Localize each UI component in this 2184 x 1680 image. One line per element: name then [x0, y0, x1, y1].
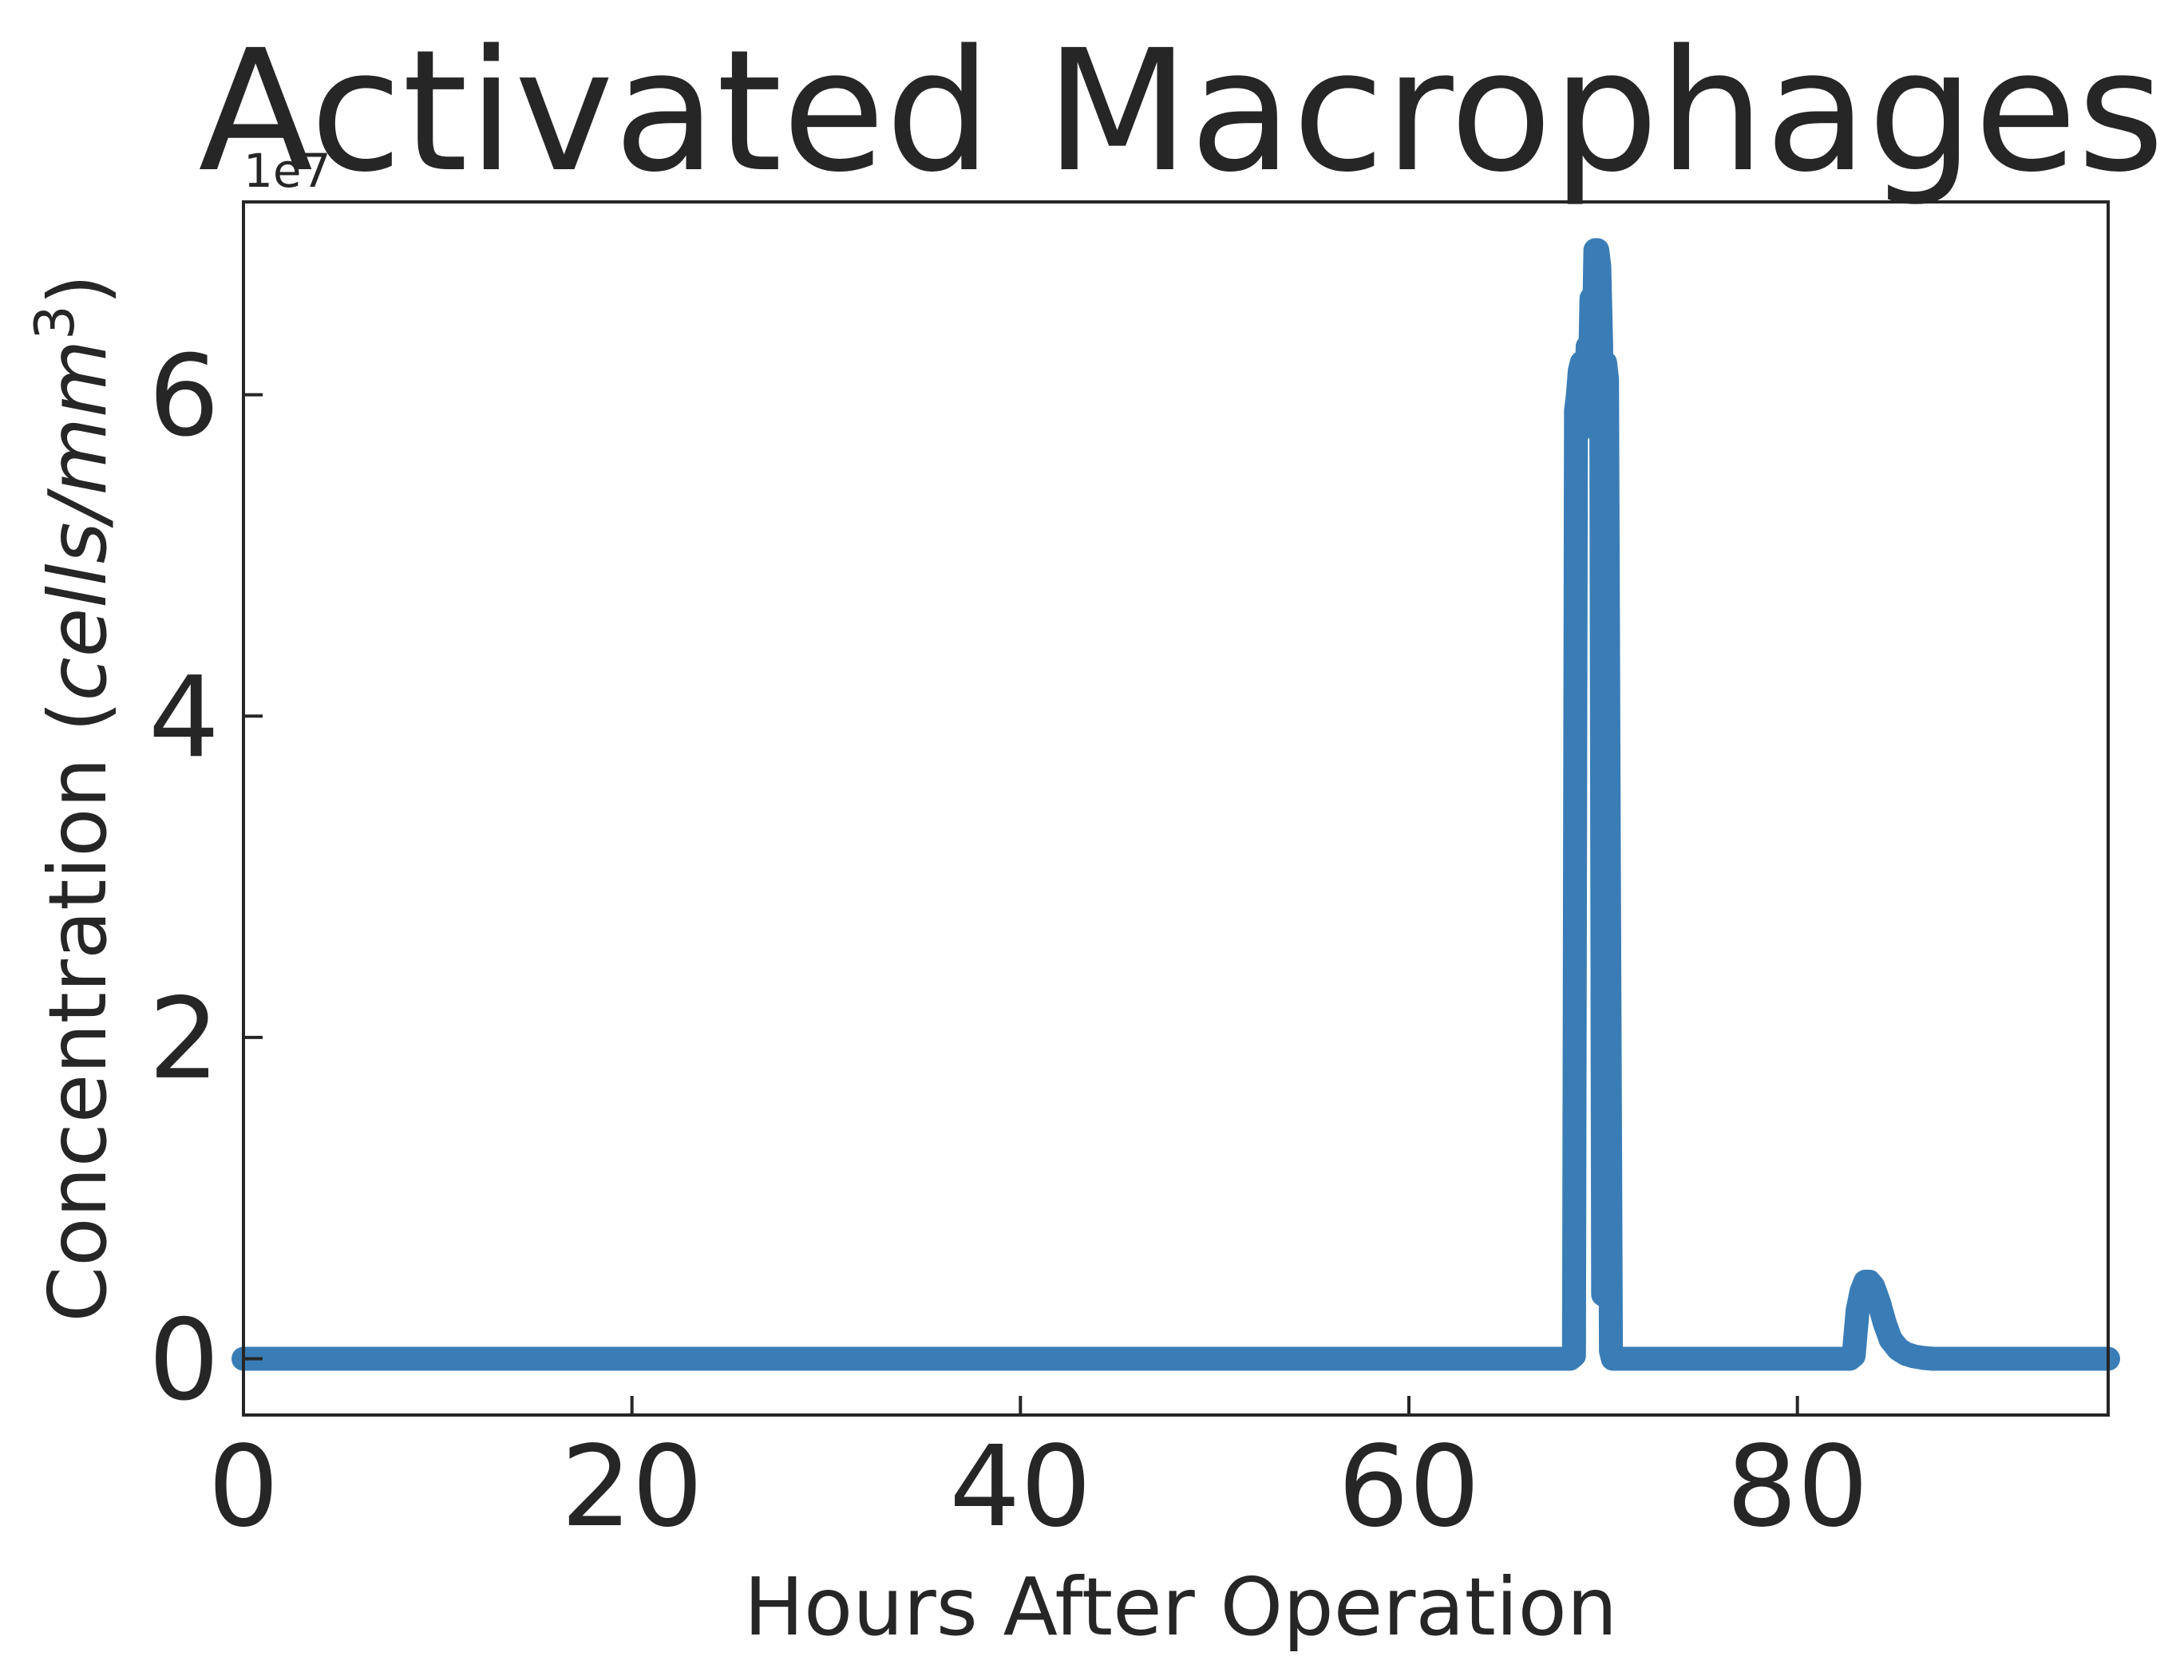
x-axis-label: Hours After Operation [744, 1560, 1617, 1654]
y-tick-label: 2 [148, 974, 220, 1105]
x-tick-label: 20 [561, 1422, 703, 1552]
series-layer [231, 238, 2120, 1371]
y-tick-label: 4 [148, 653, 220, 783]
x-tick-label: 40 [949, 1422, 1091, 1552]
y-axis-label-close: ) [31, 274, 125, 305]
y-tick-label: 0 [148, 1296, 220, 1426]
plot-frame [242, 200, 2110, 1417]
y-axis-label: Concentration (cells/mm3) [24, 274, 125, 1322]
y-tick-label: 6 [148, 332, 220, 462]
ticks-layer: 0 20 40 60 80 0 2 4 6 [148, 332, 1869, 1552]
series-line-0 [231, 238, 2120, 1371]
x-tick-label: 80 [1727, 1422, 1869, 1552]
y-axis-label-superscript: 3 [24, 305, 87, 339]
x-tick-label: 0 [208, 1422, 279, 1552]
x-tick-label: 60 [1338, 1422, 1480, 1552]
y-offset-text: 1e7 [243, 144, 331, 198]
y-axis-label-unit: cells/mm [31, 340, 125, 702]
chart-title: Activated Macrophages [198, 14, 2164, 209]
y-axis-label-text: Concentration ( [31, 701, 125, 1322]
